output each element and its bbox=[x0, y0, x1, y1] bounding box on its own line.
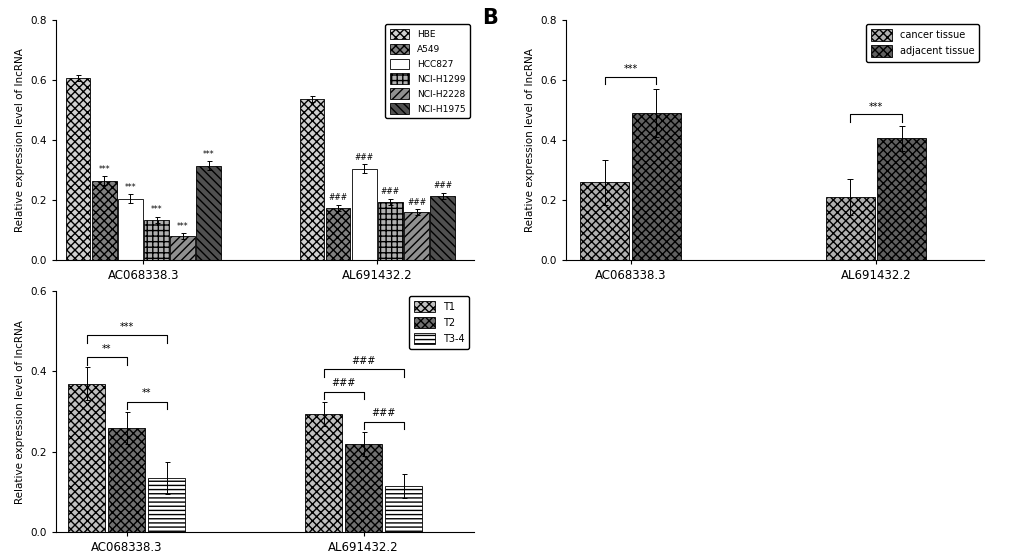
Bar bbox=[430, 195, 454, 260]
Bar bbox=[144, 220, 169, 260]
Legend: T1, T2, T3-4: T1, T2, T3-4 bbox=[409, 296, 469, 349]
Bar bbox=[378, 202, 403, 260]
Bar bbox=[632, 113, 681, 260]
Bar bbox=[197, 166, 221, 260]
Text: ***: *** bbox=[119, 322, 133, 332]
Text: ***: *** bbox=[868, 102, 882, 112]
Text: ***: *** bbox=[623, 64, 637, 74]
Text: ###: ### bbox=[352, 356, 375, 366]
Bar bbox=[305, 414, 341, 532]
Legend: cancer tissue, adjacent tissue: cancer tissue, adjacent tissue bbox=[865, 25, 978, 62]
Text: ###: ### bbox=[371, 408, 395, 418]
Text: **: ** bbox=[102, 344, 111, 354]
Text: ***: *** bbox=[203, 150, 214, 158]
Bar bbox=[300, 99, 324, 260]
Bar bbox=[385, 486, 422, 532]
Text: ***: *** bbox=[176, 222, 189, 231]
Y-axis label: Relative expression level of lncRNA: Relative expression level of lncRNA bbox=[525, 48, 535, 232]
Text: ###: ### bbox=[407, 198, 426, 207]
Text: ###: ### bbox=[380, 187, 399, 197]
Bar bbox=[404, 212, 428, 260]
Bar bbox=[580, 182, 629, 260]
Bar bbox=[824, 197, 873, 260]
Bar bbox=[65, 78, 91, 260]
Text: **: ** bbox=[142, 388, 152, 398]
Bar bbox=[68, 384, 105, 532]
Text: ***: *** bbox=[151, 206, 162, 214]
Text: ###: ### bbox=[328, 193, 347, 202]
Text: B: B bbox=[482, 7, 498, 27]
Text: ***: *** bbox=[99, 165, 110, 174]
Text: ###: ### bbox=[331, 379, 356, 388]
Y-axis label: Relative expression level of lncRNA: Relative expression level of lncRNA bbox=[15, 320, 25, 503]
Bar bbox=[92, 181, 116, 260]
Bar bbox=[352, 169, 376, 260]
Bar bbox=[325, 208, 351, 260]
Text: ###: ### bbox=[433, 181, 451, 190]
Text: ***: *** bbox=[124, 183, 137, 192]
Bar bbox=[170, 236, 195, 260]
Text: ###: ### bbox=[355, 153, 373, 162]
Bar bbox=[876, 138, 925, 260]
Bar bbox=[118, 199, 143, 260]
Legend: HBE, A549, HCC827, NCI-H1299, NCI-H2228, NCI-H1975: HBE, A549, HCC827, NCI-H1299, NCI-H2228,… bbox=[385, 24, 470, 118]
Y-axis label: Relative expression level of lncRNA: Relative expression level of lncRNA bbox=[15, 48, 25, 232]
Bar bbox=[108, 428, 145, 532]
Bar bbox=[344, 444, 382, 532]
Bar bbox=[148, 478, 185, 532]
